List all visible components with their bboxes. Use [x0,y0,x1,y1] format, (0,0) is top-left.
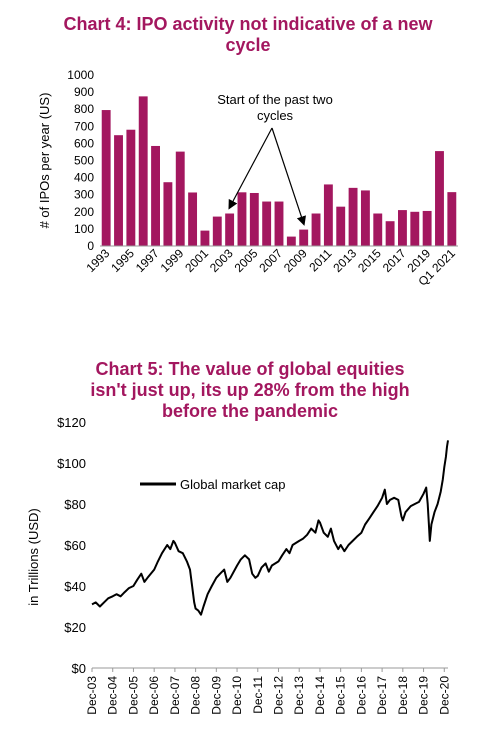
y-axis-label: in Trillions (USD) [26,508,41,606]
y-tick-label: 700 [74,119,94,133]
chart5-title-line-1: Chart 5: The value of global equities [95,359,405,379]
y-tick-label: $0 [72,661,86,676]
chart4-plot: 0 100 200 300 400 500 600 700 800 900 1000 # of IPO… [37,68,458,289]
annotation-arrow [271,127,306,226]
annotation-text-line-2: cycles [257,108,294,123]
bar [225,213,235,246]
bar [200,230,210,246]
x-tick-label: 2009 [281,246,310,275]
x-tick-label: Dec-19 [417,676,431,715]
bar [237,192,247,246]
chart5-plot: $0 $20 $40 $60 $80 $100 $120 in Trillions (USD)… [26,415,451,715]
x-tick-label: Dec-08 [189,676,203,715]
bar [163,182,173,246]
y-tick-label: $60 [64,538,86,553]
chart5-title-line-2: isn't just up, its up 28% from the high [90,380,410,400]
bar [373,213,383,246]
x-tick-label: Dec-15 [334,676,348,715]
x-tick-label: Dec-07 [168,676,182,715]
bar [385,221,395,246]
bar [299,229,309,246]
bar [360,190,370,246]
x-tick-label: 2015 [355,246,384,275]
bar [311,213,321,246]
bar [435,151,444,246]
y-tick-label: $80 [64,497,86,512]
x-tick-label: Dec-04 [106,676,120,715]
bar [286,236,296,246]
y-tick-label: 0 [87,239,94,253]
bar [138,96,148,246]
chart5-title-line-3: before the pandemic [161,401,339,421]
bar [151,145,160,246]
y-tick-label: 600 [74,136,94,150]
y-tick-label: 900 [74,85,94,99]
bar [410,211,420,246]
x-tick-label: Dec-11 [251,676,265,714]
x-tick-label: 2001 [182,246,211,275]
bar [262,201,272,246]
y-axis-label: # of IPOs per year (US) [37,93,52,229]
x-tick-label: 1999 [158,246,187,275]
bar [114,135,123,246]
x-tick-label: 2013 [330,246,359,275]
y-tick-label: 100 [74,222,94,236]
x-tick-label: Dec-14 [313,676,327,715]
x-tick-label: 2017 [380,246,409,275]
x-tick-label: Dec-18 [396,676,410,715]
x-tick-label: Dec-10 [230,676,244,715]
y-tick-label: $100 [57,456,86,471]
y-tick-label: $120 [57,415,86,430]
bar [249,192,259,246]
y-tick-label: 1000 [67,68,94,82]
x-tick-label: 2003 [207,246,236,275]
bar [422,210,432,246]
bar [323,184,333,246]
legend-label: Global market cap [180,477,286,492]
bar [212,216,222,246]
chart4-title: Chart 4: IPO activity not indicative of … [63,14,433,55]
x-tick-label: Dec-03 [85,676,99,715]
bar [188,192,198,246]
bar [274,201,284,246]
bar [126,129,136,246]
x-tick-label: Dec-20 [437,676,451,715]
y-tick-label: 300 [74,188,94,202]
x-tick-label: Dec-12 [271,676,285,715]
series-line-global-market-cap [91,440,449,616]
x-tick-label: 2005 [232,246,261,275]
y-tick-label: 400 [74,171,94,185]
bar [348,187,358,246]
x-tick-label: Dec-17 [375,676,389,715]
x-tick-label: 1997 [133,246,162,275]
y-tick-label: 500 [74,154,94,168]
bar [101,110,111,247]
y-tick-label: 800 [74,102,94,116]
bar [336,206,346,246]
chart5-title: Chart 5: The value of global equities is… [0,359,500,422]
x-tick-label: Dec-13 [292,676,306,715]
x-tick-label: Dec-16 [354,676,368,715]
x-tick-label: Dec-06 [147,676,161,715]
x-tick-label: 1995 [108,246,137,275]
bar [175,151,185,246]
y-tick-label: $40 [64,579,86,594]
x-tick-label: 2007 [256,246,285,275]
annotation-text-line-1: Start of the past two [217,92,333,107]
bar [398,210,407,246]
y-tick-label: $20 [64,620,86,635]
y-tick-label: 200 [74,205,94,219]
x-tick-label: Dec-05 [126,676,140,715]
x-tick-label: Dec-09 [209,676,223,715]
bar [447,192,457,246]
x-tick-label: 2011 [306,246,334,274]
annotation-arrow [228,127,273,210]
